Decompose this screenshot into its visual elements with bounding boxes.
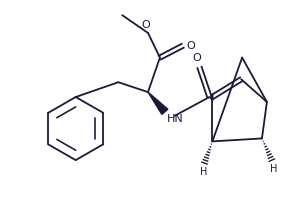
- Text: H: H: [200, 167, 207, 177]
- Text: H: H: [270, 164, 277, 174]
- Text: HN: HN: [167, 114, 184, 124]
- Polygon shape: [148, 92, 168, 114]
- Text: O: O: [142, 20, 150, 30]
- Text: O: O: [187, 41, 196, 51]
- Text: O: O: [192, 53, 201, 62]
